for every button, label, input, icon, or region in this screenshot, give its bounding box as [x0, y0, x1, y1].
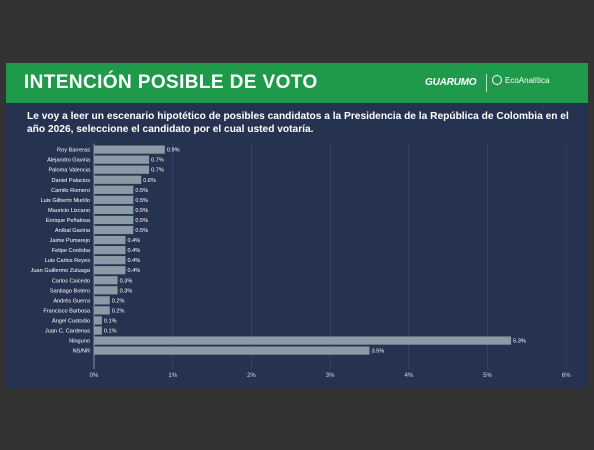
bar [94, 266, 126, 275]
category-label: Luis Gilberto Murillo [41, 198, 90, 204]
ecoanalitica-label: EcoAnalítica [505, 75, 550, 85]
value-label: 3.5% [371, 349, 384, 355]
category-label: Enrique Peñalosa [46, 218, 91, 224]
category-label: Aníbal Gaviria [55, 228, 91, 234]
ecoanalitica-ring-icon [492, 75, 502, 85]
value-label: 0.4% [127, 238, 140, 244]
x-tick-label: 6% [562, 373, 571, 379]
bar [94, 316, 102, 325]
bar [94, 145, 165, 154]
x-tick-label: 1% [168, 373, 177, 379]
bar [94, 336, 512, 345]
value-label: 0.5% [135, 218, 148, 224]
value-label: 0.4% [127, 248, 140, 254]
value-label: 0.1% [104, 329, 117, 335]
bar [94, 256, 126, 265]
category-label: Ninguno [69, 339, 90, 345]
category-label: Ángel Custodio [52, 317, 90, 324]
value-label: 0.4% [127, 268, 140, 274]
category-label: Francisco Barbosa [43, 308, 91, 314]
category-label: Santiago Botero [50, 288, 90, 294]
category-label: Camilo Romero [51, 188, 90, 194]
page-title: INTENCIÓN POSIBLE DE VOTO [24, 72, 318, 93]
bar [94, 246, 126, 255]
value-label: 0.3% [120, 288, 133, 294]
value-label: 0.7% [151, 158, 164, 164]
category-label: Andrés Guerra [53, 298, 91, 304]
bar [94, 185, 134, 194]
chart-slide: INTENCIÓN POSIBLE DE VOTO GUARUMO EcoAna… [6, 63, 588, 388]
value-label: 5.3% [513, 339, 526, 345]
value-label: 0.7% [151, 168, 164, 174]
ecoanalitica-logo: EcoAnalítica [492, 75, 549, 85]
category-label: Jaime Pumarejo [50, 238, 90, 244]
bar [94, 155, 150, 164]
category-label: Juan Guillermo Zuluaga [31, 268, 91, 274]
guarumo-logo: GUARUMO [425, 77, 477, 88]
category-label: NS/NR [73, 349, 90, 355]
bar [94, 306, 110, 315]
bar [94, 225, 134, 235]
value-label: 0.5% [135, 198, 148, 204]
bar [94, 286, 118, 295]
value-label: 0.6% [143, 178, 156, 184]
bar [94, 215, 134, 225]
bar [94, 235, 126, 245]
value-label: 0.5% [135, 228, 148, 234]
x-tick-label: 5% [483, 373, 492, 379]
bar [94, 296, 110, 305]
bar [94, 175, 142, 184]
x-tick-label: 4% [404, 373, 413, 379]
category-label: Paloma Valencia [48, 168, 90, 174]
value-label: 0.2% [112, 308, 125, 314]
bar [94, 165, 150, 174]
value-label: 0.4% [127, 258, 140, 264]
survey-question: Le voy a leer un escenario hipotético de… [27, 111, 569, 135]
bar [94, 276, 118, 285]
value-label: 0.5% [135, 188, 148, 194]
bar [94, 346, 370, 355]
bar [94, 205, 134, 214]
x-tick-label: 2% [247, 373, 256, 379]
value-label: 0.5% [135, 208, 148, 214]
value-label: 0.1% [104, 318, 117, 324]
category-label: Mauricio Lizcano [48, 208, 90, 214]
logo-divider [486, 74, 487, 92]
category-label: Alejandro Gaviria [47, 158, 91, 164]
category-label: Juan C. Cardenas [45, 329, 90, 335]
bar [94, 326, 102, 335]
value-label: 0.3% [120, 278, 133, 284]
x-tick-label: 0% [90, 373, 99, 379]
category-label: Felipe Cordoba [52, 248, 91, 254]
bar [94, 195, 134, 204]
header-bar: INTENCIÓN POSIBLE DE VOTO GUARUMO EcoAna… [6, 63, 588, 103]
x-tick-label: 3% [326, 373, 335, 379]
category-label: Roy Barreras [57, 148, 90, 154]
category-label: Daniel Palacios [51, 178, 90, 184]
bar-chart: 0% 1% 2% 3% 4% 5% 6% Roy Barreras 0.9% Alejandro … [31, 143, 571, 379]
category-label: Luis Carlos Reyes [45, 258, 91, 264]
category-label: Carlos Caicedo [52, 278, 90, 284]
value-label: 0.2% [112, 298, 125, 304]
value-label: 0.9% [167, 148, 180, 154]
